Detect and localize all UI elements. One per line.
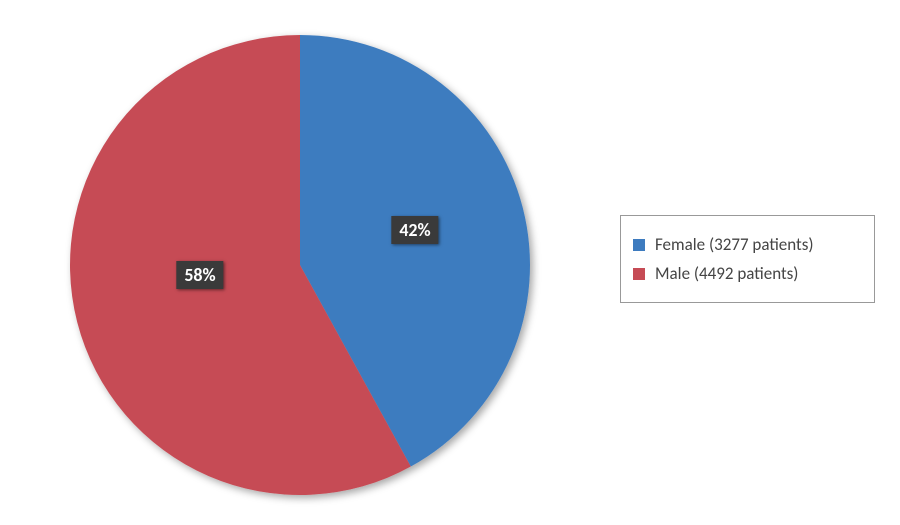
legend-item-female: Female (3277 patients) — [633, 234, 862, 255]
pie-chart-svg — [50, 25, 570, 525]
legend-swatch-male — [633, 268, 645, 280]
slice-label-female: 42% — [391, 216, 438, 244]
legend-label-female: Female (3277 patients) — [655, 234, 814, 255]
legend-box: Female (3277 patients) Male (4492 patien… — [620, 215, 875, 303]
legend-swatch-female — [633, 239, 645, 251]
legend-label-male: Male (4492 patients) — [655, 263, 798, 284]
slice-label-male: 58% — [176, 261, 223, 289]
pie-chart-container: 42% 58% Female (3277 patients) Male (449… — [0, 0, 900, 525]
legend-item-male: Male (4492 patients) — [633, 263, 862, 284]
